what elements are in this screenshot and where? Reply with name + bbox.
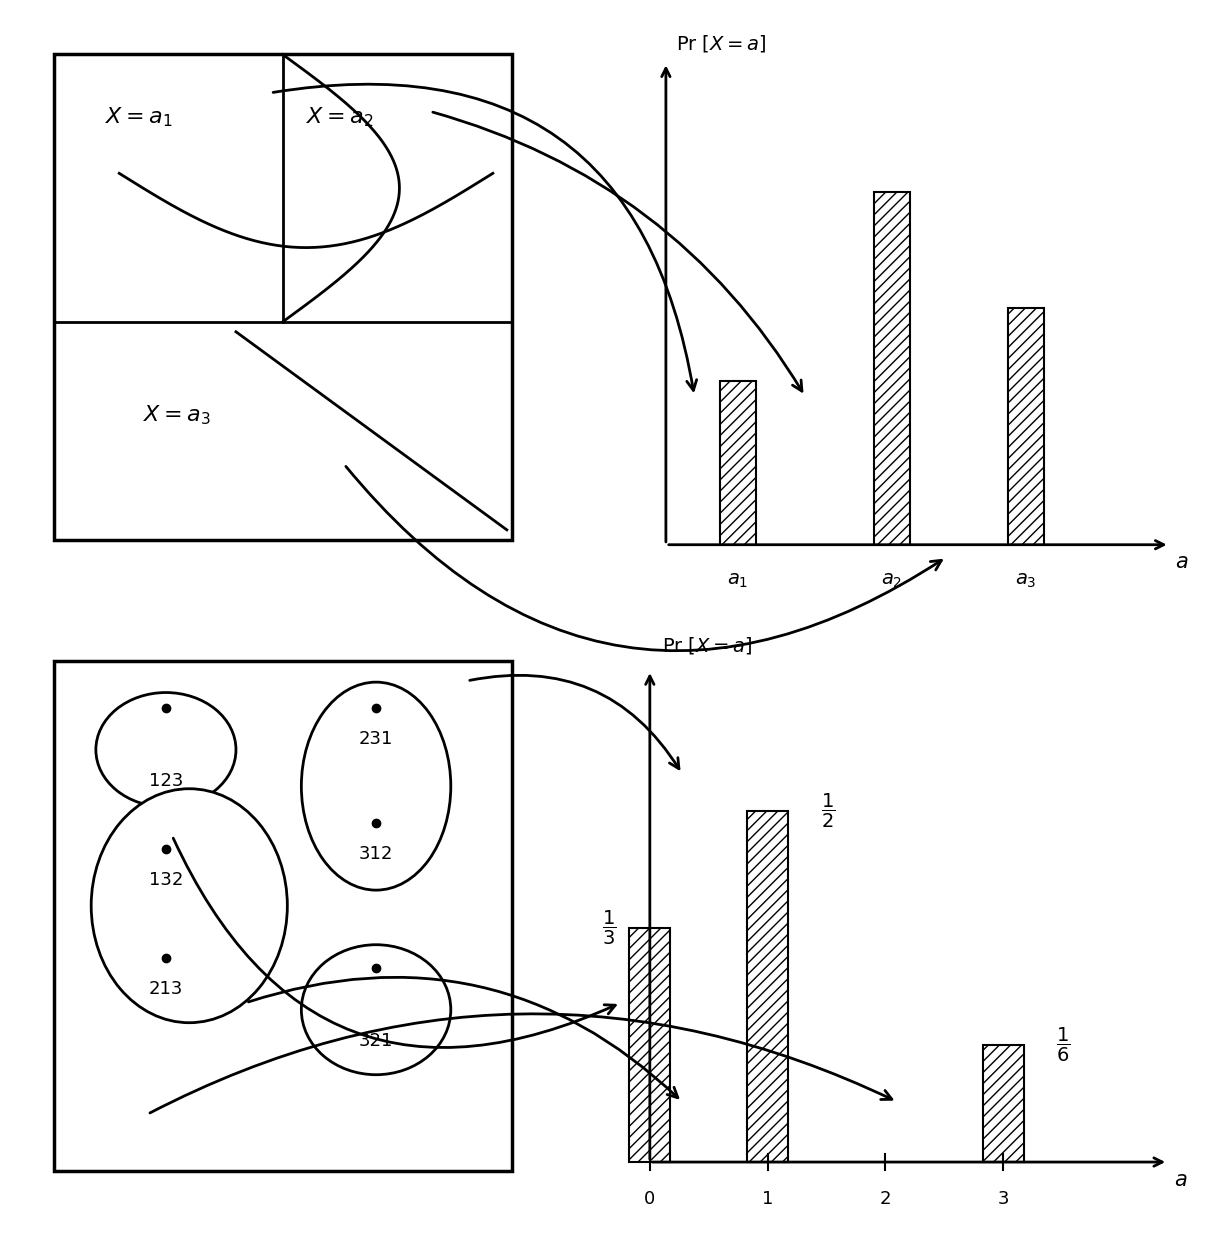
Text: 321: 321 [359, 1032, 393, 1050]
Text: Pr $[X = a]$: Pr $[X = a]$ [661, 635, 752, 656]
Text: Pr $[X = a]$: Pr $[X = a]$ [676, 33, 767, 53]
Bar [629, 927, 671, 1162]
Text: $X = a_3$: $X = a_3$ [143, 402, 210, 427]
Text: $a_1$: $a_1$ [728, 571, 748, 589]
Text: $a$: $a$ [1174, 1170, 1187, 1190]
Text: $a_3$: $a_3$ [1015, 571, 1036, 589]
Text: $\dfrac{1}{2}$: $\dfrac{1}{2}$ [821, 791, 834, 829]
Ellipse shape [301, 682, 451, 890]
Text: 0: 0 [644, 1190, 655, 1208]
Ellipse shape [91, 789, 288, 1023]
Text: $a$: $a$ [1175, 552, 1188, 572]
Bar [1008, 308, 1043, 545]
Text: $a_2$: $a_2$ [881, 571, 902, 589]
Text: 3: 3 [998, 1190, 1009, 1208]
Ellipse shape [301, 945, 451, 1075]
Text: $X = a_1$: $X = a_1$ [106, 105, 173, 130]
Text: 213: 213 [149, 980, 183, 998]
Text: 231: 231 [359, 730, 393, 748]
Text: 1: 1 [762, 1190, 773, 1208]
Bar [720, 381, 756, 545]
Text: $X = a_2$: $X = a_2$ [306, 105, 374, 130]
Text: $\dfrac{1}{3}$: $\dfrac{1}{3}$ [602, 909, 617, 947]
Text: 2: 2 [880, 1190, 891, 1208]
Bar [982, 1045, 1024, 1162]
Text: 123: 123 [149, 773, 183, 790]
Ellipse shape [96, 692, 236, 807]
Bar [874, 192, 909, 545]
Bar [747, 811, 788, 1162]
Text: 312: 312 [359, 844, 393, 863]
Text: 132: 132 [149, 870, 183, 889]
Text: $\dfrac{1}{6}$: $\dfrac{1}{6}$ [1056, 1026, 1070, 1063]
